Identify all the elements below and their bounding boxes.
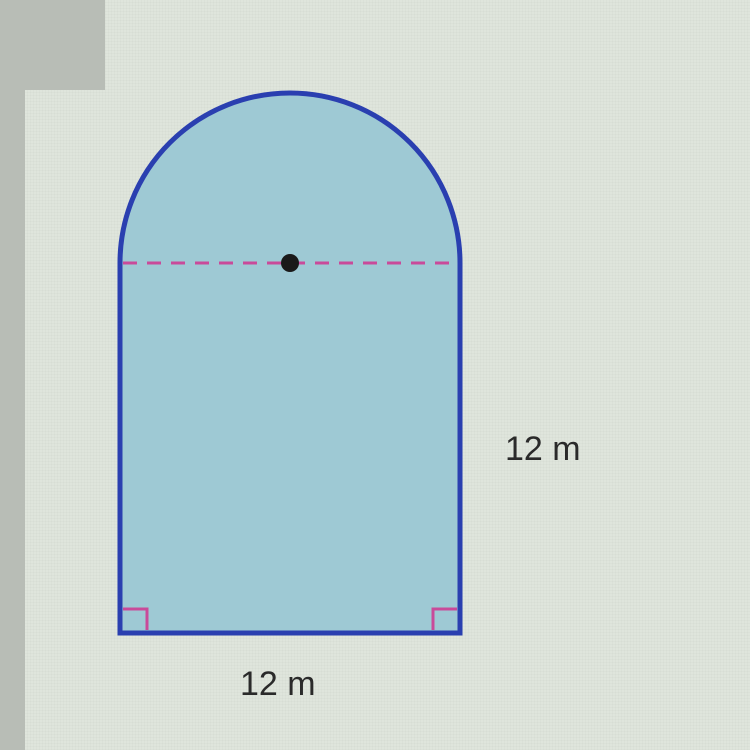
composite-shape — [120, 93, 460, 633]
center-point — [281, 254, 299, 272]
geometry-figure — [0, 0, 750, 750]
dimension-label-right: 12 m — [505, 430, 581, 469]
dimension-label-bottom: 12 m — [240, 665, 316, 704]
